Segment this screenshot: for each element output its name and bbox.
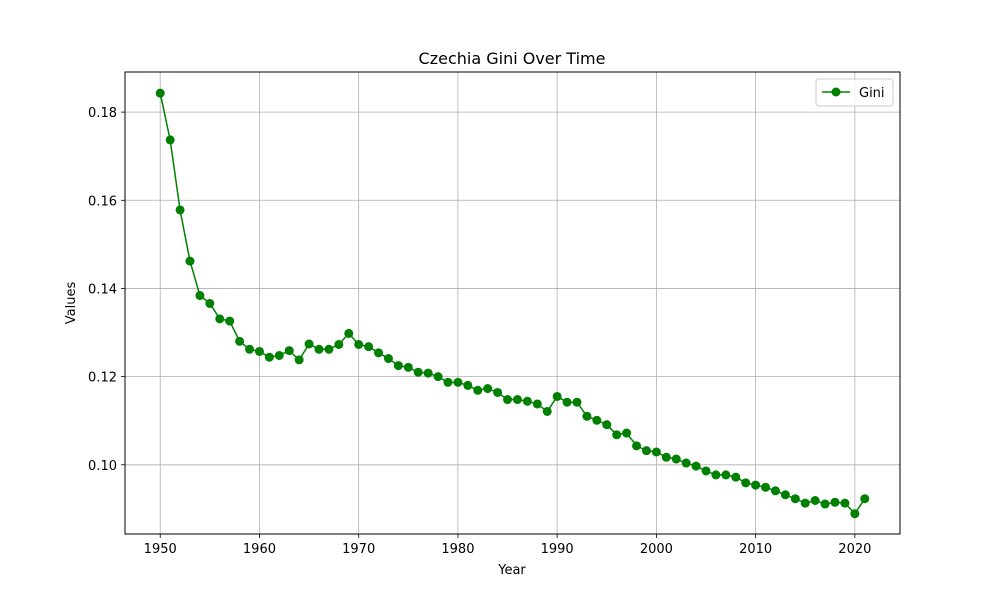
data-point: [552, 391, 562, 401]
data-point: [790, 494, 800, 504]
legend-marker-gini: [831, 87, 841, 97]
data-point: [651, 447, 661, 457]
data-point: [334, 339, 344, 349]
data-point: [235, 336, 245, 346]
data-point: [860, 494, 870, 504]
data-point: [503, 395, 513, 405]
data-point: [314, 344, 324, 354]
data-point: [284, 346, 294, 356]
data-point: [185, 256, 195, 266]
data-point: [324, 344, 334, 354]
data-point: [423, 368, 433, 378]
data-point: [403, 362, 413, 372]
legend-label-gini: Gini: [859, 86, 885, 101]
legend-box: [815, 78, 894, 107]
data-point: [770, 486, 780, 496]
data-point: [393, 361, 403, 371]
y-axis-label: Values: [64, 282, 79, 325]
data-point: [701, 466, 711, 476]
data-point: [751, 480, 761, 490]
data-point: [661, 452, 671, 462]
y-tick-label: 0.12: [88, 371, 117, 386]
data-point: [622, 428, 632, 438]
data-point: [364, 342, 374, 352]
data-point: [304, 339, 314, 349]
data-point: [354, 339, 364, 349]
data-point: [413, 367, 423, 377]
y-tick-label: 0.10: [88, 459, 117, 474]
data-point: [344, 328, 354, 338]
data-point: [215, 314, 225, 324]
data-point: [632, 441, 642, 451]
data-point: [374, 348, 384, 358]
data-point: [443, 377, 453, 387]
data-point: [582, 411, 592, 421]
x-tick-label: 1970: [342, 542, 375, 557]
data-point: [383, 354, 393, 364]
data-point: [641, 446, 651, 456]
data-point: [800, 498, 810, 508]
y-tick-label: 0.18: [88, 106, 117, 121]
data-point: [681, 458, 691, 468]
data-point: [691, 461, 701, 471]
data-point: [225, 316, 235, 326]
data-point: [840, 498, 850, 508]
data-point: [195, 291, 205, 301]
data-point: [463, 380, 473, 390]
x-tick-label: 2000: [640, 542, 673, 557]
x-tick-label: 1980: [441, 542, 474, 557]
grid-lines: [125, 72, 900, 534]
data-point: [254, 346, 264, 356]
x-tick-label: 2010: [739, 542, 772, 557]
y-tick-label: 0.14: [88, 282, 117, 297]
x-tick-label: 2020: [838, 542, 871, 557]
data-point: [175, 205, 185, 215]
data-point: [850, 509, 860, 519]
x-axis-label: Year: [497, 563, 526, 578]
y-axis-ticks: 0.10 0.12 0.14 0.16 0.18: [88, 106, 125, 474]
data-point: [592, 415, 602, 425]
data-point: [493, 387, 503, 397]
data-point: [761, 482, 771, 492]
data-point: [602, 420, 612, 430]
data-point: [165, 135, 175, 145]
data-point: [532, 399, 542, 409]
plot-frame: [124, 71, 901, 535]
x-tick-label: 1990: [541, 542, 574, 557]
series-layer: [155, 88, 870, 519]
x-tick-label: 1960: [243, 542, 276, 557]
data-point: [264, 352, 274, 362]
data-point: [155, 88, 165, 98]
data-point: [711, 470, 721, 480]
data-point: [820, 499, 830, 509]
data-point: [731, 472, 741, 482]
data-point: [671, 454, 681, 464]
data-point: [830, 497, 840, 507]
data-point: [542, 406, 552, 416]
x-tick-label: 1950: [144, 542, 177, 557]
data-point: [721, 470, 731, 480]
y-tick-label: 0.16: [88, 194, 117, 209]
x-axis-ticks: 1950 1960 1970 1980 1990 2000 2010 2020: [144, 534, 871, 557]
data-point: [453, 377, 463, 387]
data-point: [473, 385, 483, 395]
data-point: [612, 430, 622, 440]
data-point: [572, 397, 582, 407]
data-point: [780, 490, 790, 500]
data-point: [294, 355, 304, 365]
data-point: [522, 396, 532, 406]
data-point: [205, 298, 215, 308]
data-point: [810, 495, 820, 505]
legend: Gini: [815, 78, 894, 107]
data-point: [245, 344, 255, 354]
data-point: [512, 395, 522, 405]
data-point: [741, 478, 751, 488]
data-point: [274, 350, 284, 360]
data-point: [483, 384, 493, 394]
chart-title: Czechia Gini Over Time: [419, 49, 606, 68]
data-point: [562, 397, 572, 407]
data-point: [433, 372, 443, 382]
